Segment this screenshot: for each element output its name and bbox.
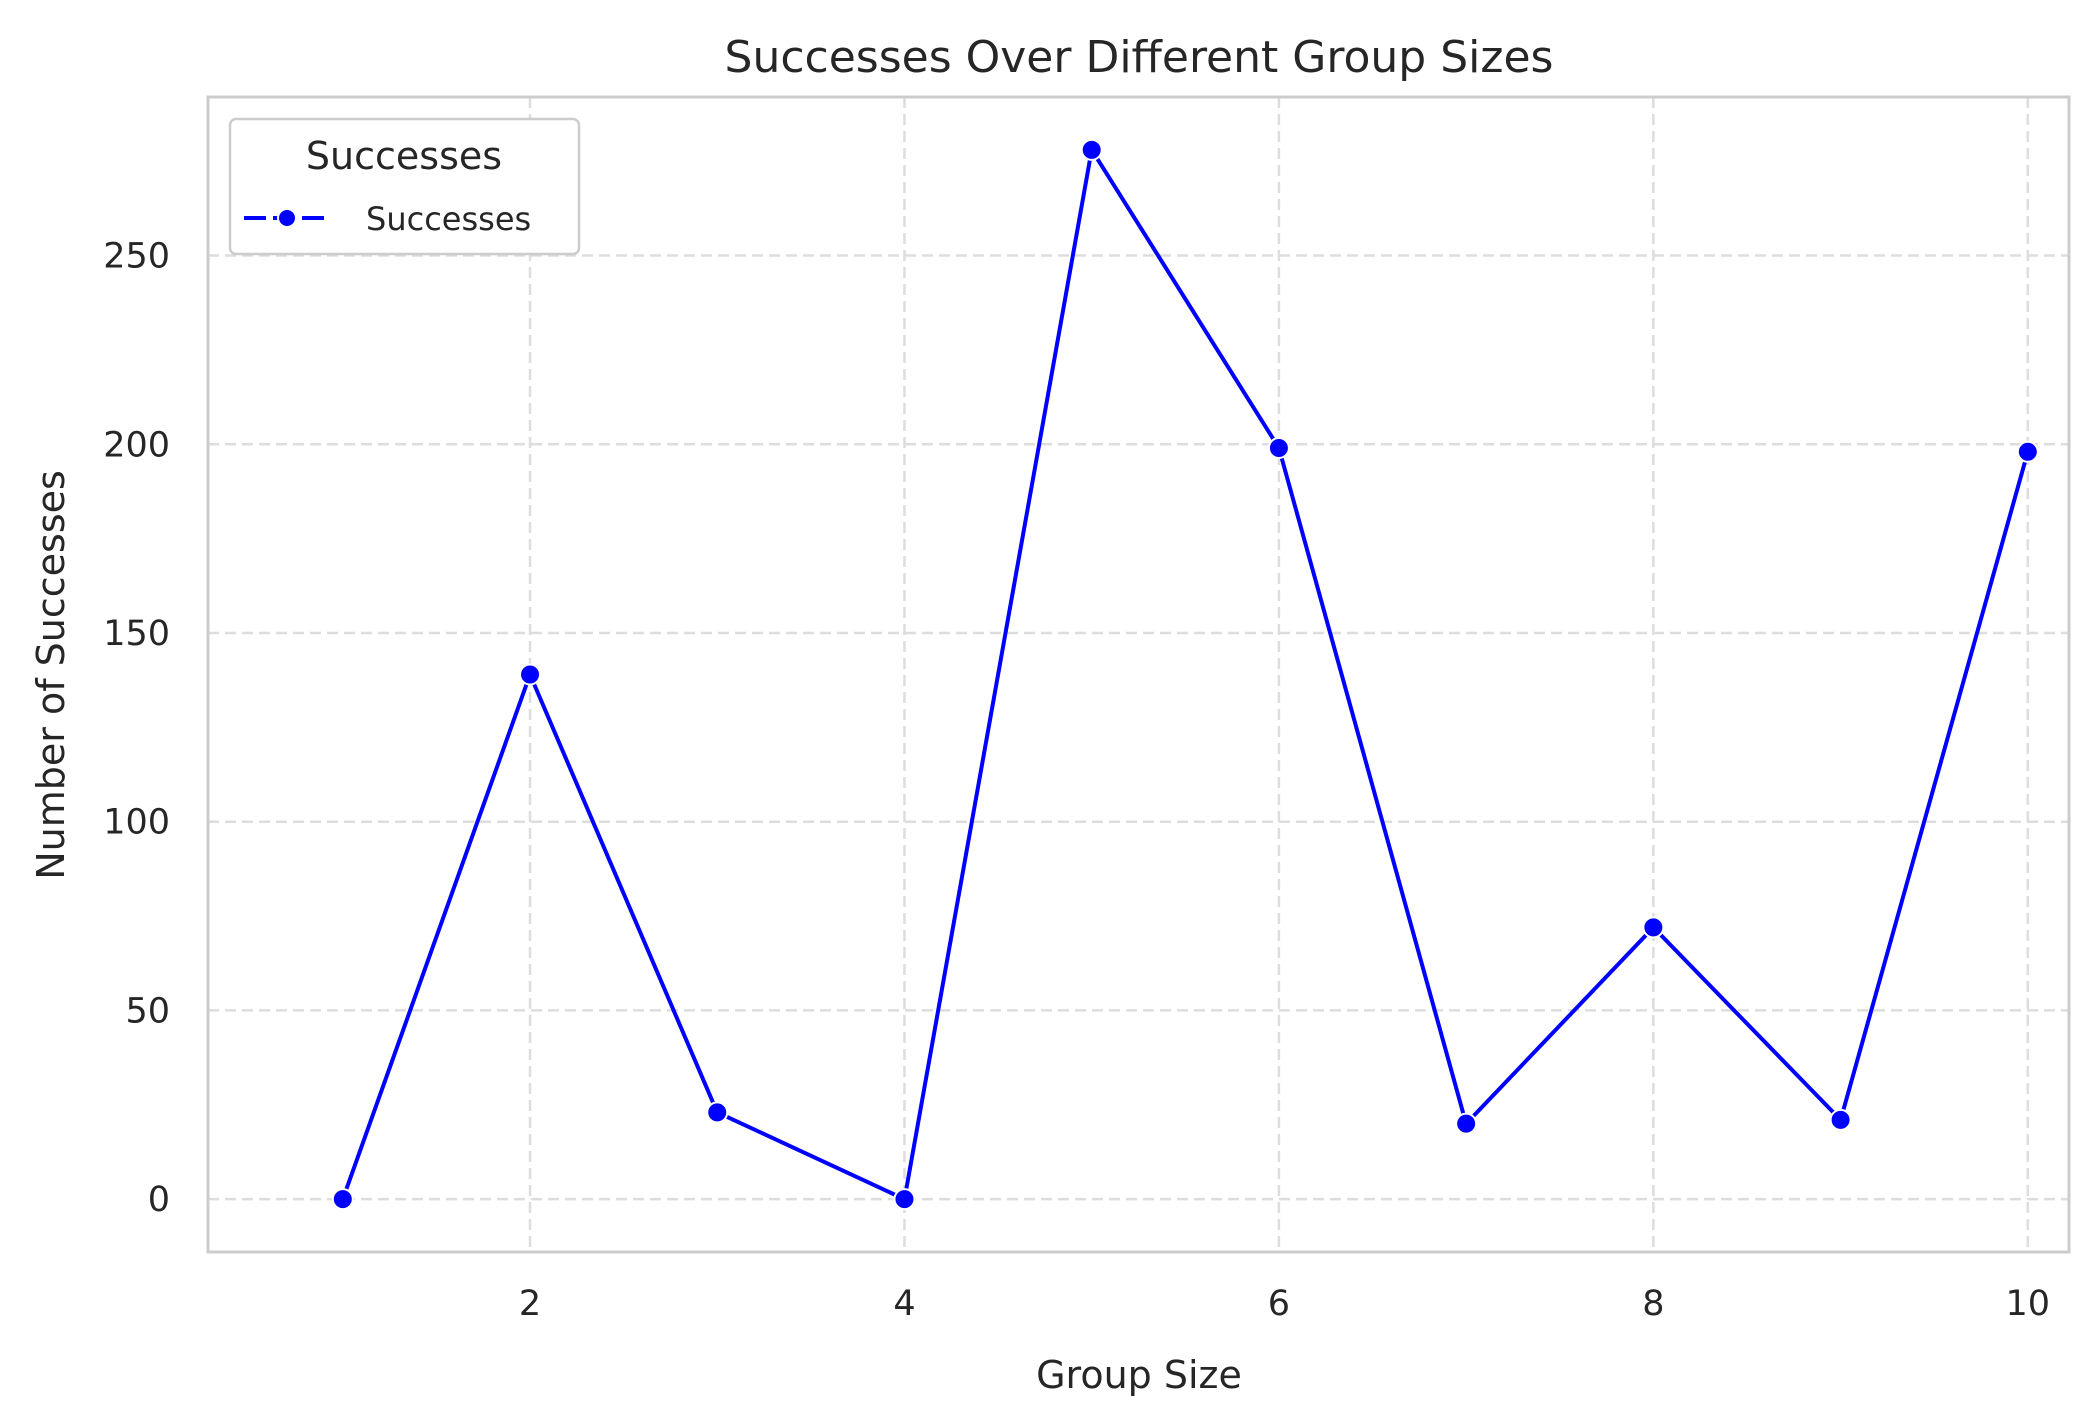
legend-title: Successes (306, 134, 502, 178)
y-tick-label: 150 (103, 614, 170, 654)
data-point (1080, 138, 1103, 161)
y-tick-label: 250 (103, 237, 170, 277)
x-tick-label: 2 (519, 1284, 541, 1324)
data-point (1455, 1112, 1478, 1135)
data-point (893, 1188, 916, 1211)
y-tick-label: 200 (103, 425, 170, 465)
data-point (331, 1188, 354, 1211)
grid-lines (208, 97, 2069, 1252)
data-point (706, 1101, 729, 1124)
data-point (1642, 916, 1665, 939)
y-tick-label: 100 (103, 803, 170, 843)
legend-label-successes: Successes (366, 200, 531, 238)
plot-frame (206, 95, 2071, 1254)
y-axis-ticks: 0 50 100 150 200 250 (103, 237, 170, 1221)
legend-box (228, 117, 581, 256)
x-axis-ticks: 2 4 6 8 10 (519, 1284, 2050, 1324)
y-tick-label: 0 (148, 1180, 170, 1220)
y-tick-label: 50 (125, 991, 170, 1031)
data-point (1267, 437, 1290, 460)
data-point (2016, 440, 2039, 463)
chart-title: Successes Over Different Group Sizes (725, 32, 1554, 83)
x-tick-label: 4 (893, 1284, 915, 1324)
data-point (1829, 1108, 1852, 1131)
legend-marker-swatch (277, 208, 297, 228)
legend: Successes Successes (228, 117, 581, 256)
x-tick-label: 8 (1642, 1284, 1664, 1324)
series-successes (331, 138, 2039, 1211)
x-tick-label: 6 (1268, 1284, 1290, 1324)
x-tick-label: 10 (2006, 1284, 2051, 1324)
data-point (519, 663, 542, 686)
series-line (340, 147, 2030, 1202)
x-axis-label: Group Size (1036, 1353, 1242, 1397)
y-axis-label: Number of Successes (29, 470, 73, 880)
